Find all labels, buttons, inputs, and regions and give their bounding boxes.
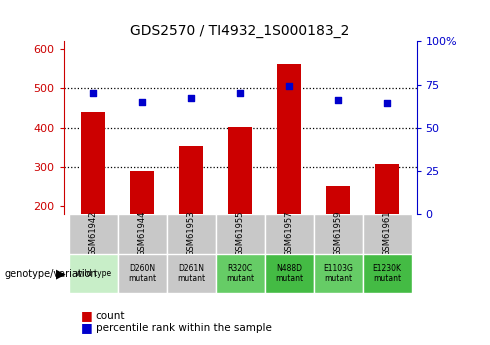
- Text: R320C
mutant: R320C mutant: [226, 264, 254, 283]
- Point: [89, 90, 97, 96]
- Point: [285, 83, 293, 89]
- Bar: [167, 214, 216, 254]
- Bar: [69, 254, 118, 293]
- Bar: [118, 214, 167, 254]
- Bar: [130, 171, 154, 214]
- Point: [383, 101, 391, 106]
- Bar: [277, 64, 301, 214]
- Bar: [314, 254, 363, 293]
- Text: E1103G
mutant: E1103G mutant: [323, 264, 353, 283]
- Text: percentile rank within the sample: percentile rank within the sample: [96, 323, 271, 333]
- Text: N488D
mutant: N488D mutant: [275, 264, 303, 283]
- Text: D261N
mutant: D261N mutant: [177, 264, 205, 283]
- Bar: [363, 214, 412, 254]
- Text: E1230K
mutant: E1230K mutant: [372, 264, 402, 283]
- Bar: [179, 147, 203, 214]
- Bar: [363, 254, 412, 293]
- Bar: [375, 164, 399, 214]
- Bar: [314, 214, 363, 254]
- Text: GSM61953: GSM61953: [187, 211, 196, 256]
- Bar: [69, 214, 118, 254]
- Text: genotype/variation: genotype/variation: [5, 269, 98, 279]
- Point: [187, 96, 195, 101]
- Text: GSM61961: GSM61961: [383, 211, 392, 256]
- Text: D260N
mutant: D260N mutant: [128, 264, 156, 283]
- Text: ▶: ▶: [56, 268, 66, 281]
- Bar: [167, 254, 216, 293]
- Title: GDS2570 / TI4932_1S000183_2: GDS2570 / TI4932_1S000183_2: [130, 23, 350, 38]
- Text: wild type: wild type: [75, 269, 111, 278]
- Text: ■: ■: [81, 321, 93, 334]
- Point: [138, 99, 146, 105]
- Text: ■: ■: [81, 309, 93, 322]
- Bar: [216, 254, 265, 293]
- Bar: [216, 214, 265, 254]
- Text: count: count: [96, 311, 125, 321]
- Text: GSM61955: GSM61955: [236, 211, 245, 256]
- Bar: [81, 112, 105, 214]
- Bar: [118, 254, 167, 293]
- Text: GSM61944: GSM61944: [138, 211, 147, 256]
- Bar: [228, 127, 252, 214]
- Bar: [265, 254, 314, 293]
- Text: GSM61959: GSM61959: [334, 211, 343, 256]
- Bar: [326, 186, 350, 214]
- Point: [236, 90, 244, 96]
- Bar: [265, 214, 314, 254]
- Point: [334, 97, 342, 103]
- Text: GSM61942: GSM61942: [89, 211, 98, 256]
- Text: GSM61957: GSM61957: [285, 211, 294, 256]
